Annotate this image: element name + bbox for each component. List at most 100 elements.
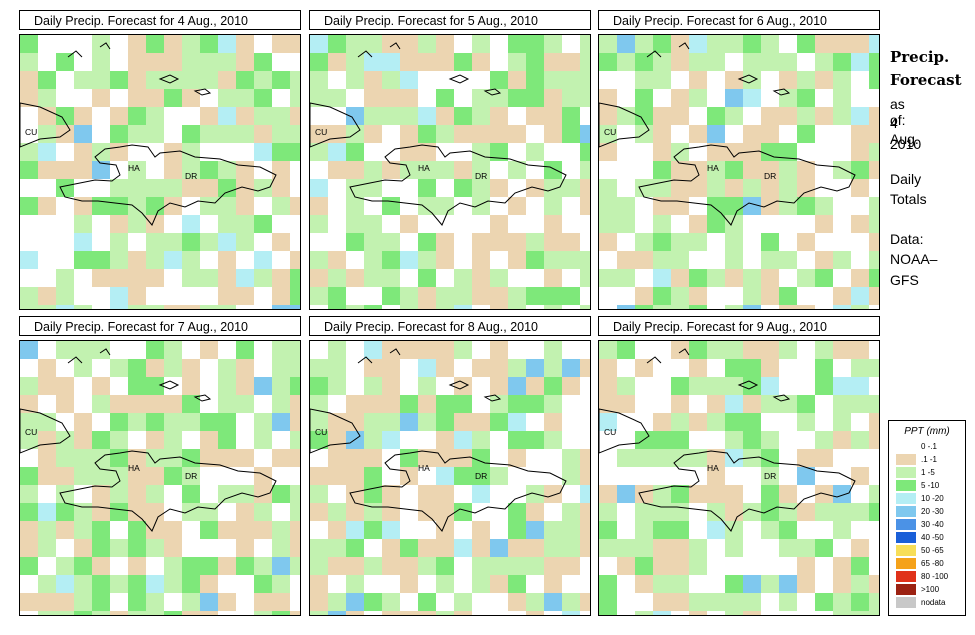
precip-cell (38, 161, 56, 179)
legend-label: nodata (921, 598, 946, 607)
precip-cell (599, 143, 617, 161)
precip-cell (761, 53, 779, 71)
precip-cell (671, 467, 689, 485)
precip-cell (74, 53, 92, 71)
precip-cell (74, 233, 92, 251)
precip-cell (236, 503, 254, 521)
precip-cell (851, 485, 869, 503)
precip-cell (869, 395, 879, 413)
precip-cell (526, 35, 544, 53)
label-dominican-republic: DR (475, 171, 488, 181)
precip-cell (436, 449, 454, 467)
precip-cell (671, 287, 689, 305)
precip-cell (310, 197, 328, 215)
precip-cell (833, 35, 851, 53)
precip-cell (833, 143, 851, 161)
precip-cell (272, 197, 290, 215)
precip-cell (364, 485, 382, 503)
precip-cell (508, 413, 526, 431)
precip-cell (526, 341, 544, 359)
precip-cell (580, 503, 590, 521)
precip-cell (182, 503, 200, 521)
precip-cell (182, 485, 200, 503)
precip-cell (418, 395, 436, 413)
precip-cell (671, 359, 689, 377)
legend-item: 80 -100 (896, 571, 962, 582)
precip-cell (779, 341, 797, 359)
precip-cell (346, 557, 364, 575)
precip-cell (328, 215, 346, 233)
precip-cell (328, 71, 346, 89)
cuba-coastline (310, 408, 361, 454)
precip-cell (815, 161, 833, 179)
precip-cell (20, 179, 38, 197)
precip-cell (382, 521, 400, 539)
precip-cell (290, 35, 300, 53)
precip-cell (310, 593, 328, 611)
legend-title: PPT (mm) (904, 426, 950, 437)
precip-cell (490, 35, 508, 53)
precip-cell (580, 179, 590, 197)
precip-cell (472, 179, 490, 197)
precip-cell (400, 431, 418, 449)
precip-cell (128, 539, 146, 557)
precip-cell (92, 593, 110, 611)
precip-cell (382, 539, 400, 557)
precip-cell (128, 287, 146, 305)
precip-cell (92, 197, 110, 215)
label-cuba: CU (315, 127, 328, 137)
precip-cell (382, 395, 400, 413)
precip-cell (562, 521, 580, 539)
precip-cell (382, 269, 400, 287)
precip-cell (56, 359, 74, 377)
precip-cell (146, 593, 164, 611)
precip-cell (74, 269, 92, 287)
precip-cell (851, 215, 869, 233)
precip-cell (508, 521, 526, 539)
precip-cell (218, 359, 236, 377)
precip-cell (707, 143, 725, 161)
precip-cell (797, 467, 815, 485)
precip-cell (254, 251, 272, 269)
precip-cell (74, 521, 92, 539)
precip-cell (797, 575, 815, 593)
precip-cell (490, 287, 508, 305)
precip-cell (164, 251, 182, 269)
precip-cell (218, 341, 236, 359)
precip-cell (454, 359, 472, 377)
precip-cell (869, 89, 879, 107)
precip-cell (490, 233, 508, 251)
precip-cell (400, 233, 418, 251)
precip-cell (74, 593, 92, 611)
precip-cell (797, 539, 815, 557)
legend-item: .1 -1 (896, 454, 962, 465)
precip-cell (254, 575, 272, 593)
asof-label: as of: (890, 96, 906, 128)
precip-cell (797, 125, 815, 143)
legend-swatch (896, 545, 916, 556)
precip-cell (562, 287, 580, 305)
precip-cell (653, 341, 671, 359)
precip-cell (508, 269, 526, 287)
precip-cell (236, 269, 254, 287)
precip-cell (182, 575, 200, 593)
precip-cell (128, 521, 146, 539)
precip-cell (364, 89, 382, 107)
precip-cell (707, 53, 725, 71)
precip-cell (833, 161, 851, 179)
precip-cell (562, 125, 580, 143)
precip-cell (707, 197, 725, 215)
precip-cell (725, 503, 743, 521)
precip-cell (707, 359, 725, 377)
precip-cell (128, 161, 146, 179)
precip-cell (382, 89, 400, 107)
precip-cell (851, 359, 869, 377)
precip-cell (436, 521, 454, 539)
precip-cell (526, 125, 544, 143)
precip-cell (635, 449, 653, 467)
precip-cell (599, 125, 617, 143)
precip-cell (92, 467, 110, 485)
precip-cell (218, 35, 236, 53)
precip-cell (869, 431, 879, 449)
precip-cell (544, 89, 562, 107)
